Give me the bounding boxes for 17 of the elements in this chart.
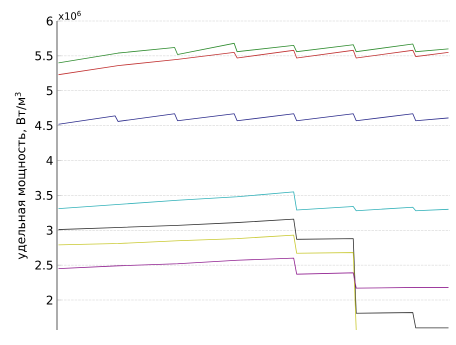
text: x10$^{6}$ (58, 10, 81, 20)
line-series (58, 113, 449, 125)
line-series (58, 42, 449, 64)
y-tick-label: 2 (46, 296, 52, 304)
y-tick-label: 6 (46, 16, 53, 26)
line-series (58, 258, 449, 289)
line-series (58, 50, 449, 76)
y-tick-label: 5 (46, 86, 52, 96)
y-tick-label: 2.5 (35, 260, 52, 270)
y-axis-title: удельная мощность, Вт/м$^{3}$ (14, 92, 28, 260)
y-tick-label: 4 (46, 156, 53, 165)
y-tick-label: 3 (46, 226, 53, 235)
y-tick-label: 4.5 (35, 121, 52, 130)
line-series (58, 218, 449, 328)
line-series (58, 234, 357, 330)
y-tick-label: 5.5 (35, 51, 52, 60)
y-tick-label: 3.5 (35, 190, 52, 200)
